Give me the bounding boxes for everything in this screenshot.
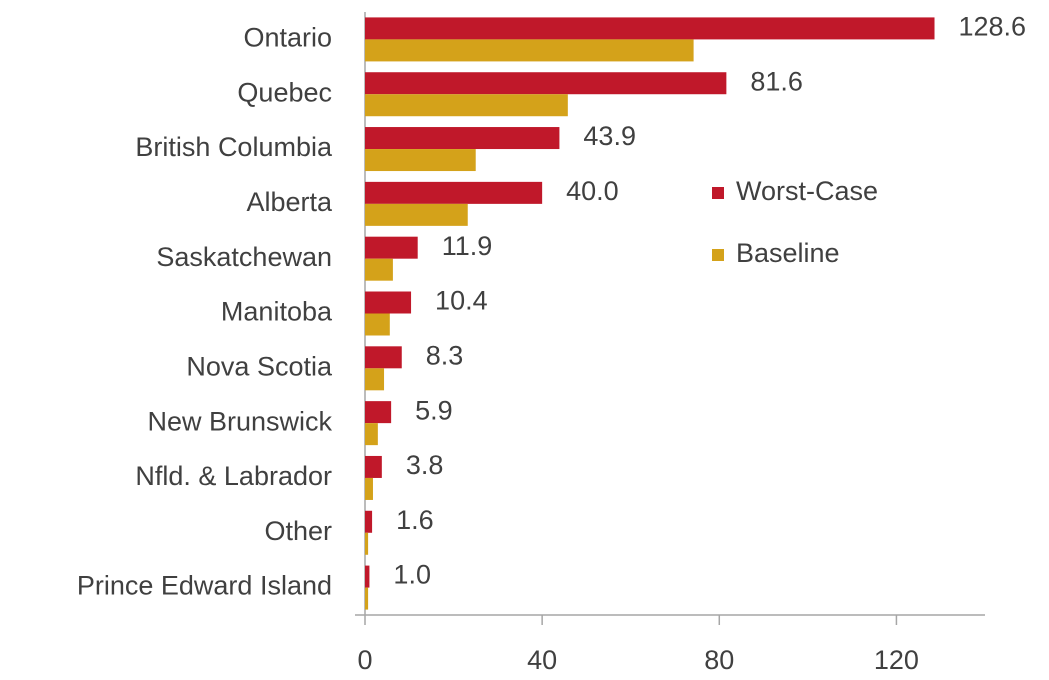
y-tick-label: New Brunswick <box>147 406 332 436</box>
bar <box>365 17 935 40</box>
value-label: 128.6 <box>959 12 1027 42</box>
bar <box>365 39 694 62</box>
bar <box>365 72 727 95</box>
y-tick-label: Manitoba <box>221 297 333 327</box>
y-tick-label: Prince Edward Island <box>77 571 332 601</box>
bar <box>365 423 378 446</box>
legend-label: Baseline <box>736 238 840 268</box>
bar <box>365 346 402 369</box>
value-label: 40.0 <box>566 176 619 206</box>
value-label: 3.8 <box>406 450 444 480</box>
bar <box>365 258 393 281</box>
bar <box>365 401 392 424</box>
y-tick-label: Ontario <box>243 23 332 53</box>
bar <box>365 532 369 555</box>
value-label: 8.3 <box>426 340 464 370</box>
bar <box>365 203 468 226</box>
x-tick-label: 40 <box>527 645 557 675</box>
x-tick-label: 0 <box>357 645 372 675</box>
value-label: 81.6 <box>750 66 803 96</box>
bar <box>365 181 543 204</box>
value-label: 1.0 <box>393 560 431 590</box>
value-label: 11.9 <box>442 231 493 261</box>
bar <box>365 291 412 314</box>
legend-label: Worst-Case <box>736 176 878 206</box>
x-tick-label: 120 <box>874 645 919 675</box>
bar <box>365 455 382 478</box>
value-label: 5.9 <box>415 395 453 425</box>
bar <box>365 313 390 336</box>
bar <box>365 127 560 150</box>
value-label: 10.4 <box>435 286 488 316</box>
y-tick-label: Saskatchewan <box>156 242 332 272</box>
x-tick-label: 80 <box>704 645 734 675</box>
value-label: 1.6 <box>396 505 434 535</box>
bar <box>365 477 373 500</box>
legend-swatch <box>712 187 724 199</box>
y-tick-label: Nfld. & Labrador <box>135 461 332 491</box>
bar <box>365 368 385 391</box>
bar <box>365 565 370 588</box>
y-tick-label: Quebec <box>237 77 332 107</box>
y-tick-label: British Columbia <box>135 132 333 162</box>
bar <box>365 149 476 172</box>
y-tick-label: Other <box>264 516 332 546</box>
bar <box>365 236 418 259</box>
bar <box>365 94 568 117</box>
bar <box>365 587 369 610</box>
value-label: 43.9 <box>583 121 636 151</box>
bar <box>365 510 373 533</box>
y-tick-label: Nova Scotia <box>186 351 333 381</box>
legend-swatch <box>712 249 724 261</box>
y-tick-label: Alberta <box>246 187 333 217</box>
